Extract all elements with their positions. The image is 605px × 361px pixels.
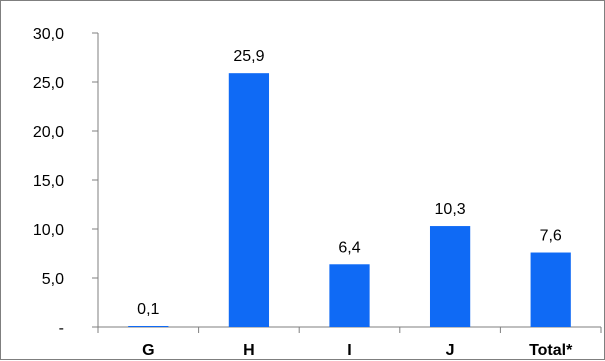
- x-category-label: G: [142, 342, 154, 359]
- bar-total: [530, 252, 571, 327]
- x-axis: G H I J Total*: [97, 326, 602, 359]
- y-tick-label: 15,0: [33, 173, 64, 190]
- data-label: 6,4: [338, 239, 360, 256]
- data-label: 7,6: [540, 228, 562, 245]
- y-tick-label: 20,0: [33, 124, 64, 141]
- data-label: 25,9: [233, 48, 264, 65]
- bar-h: [228, 73, 270, 328]
- data-labels: 0,1 25,9 6,4 10,3 7,6: [137, 48, 562, 318]
- bar-g: [128, 326, 169, 327]
- bar-j: [429, 226, 471, 327]
- data-label: 10,3: [435, 201, 466, 218]
- x-category-label: H: [243, 342, 255, 359]
- x-category-label: J: [446, 342, 455, 359]
- y-axis: - 5,0 10,0 15,0 20,0 25,0 30,0: [33, 26, 99, 337]
- x-category-label: I: [347, 342, 351, 359]
- y-tick-label: 30,0: [33, 26, 64, 43]
- bars: [128, 73, 571, 328]
- data-label: 0,1: [137, 301, 159, 318]
- y-tick-label: 25,0: [33, 75, 64, 92]
- y-tick-label: 10,0: [33, 222, 64, 239]
- y-tick-label: 5,0: [42, 271, 64, 288]
- x-category-label: Total*: [529, 342, 573, 359]
- bar-i: [329, 264, 370, 327]
- y-tick-label: -: [59, 320, 64, 337]
